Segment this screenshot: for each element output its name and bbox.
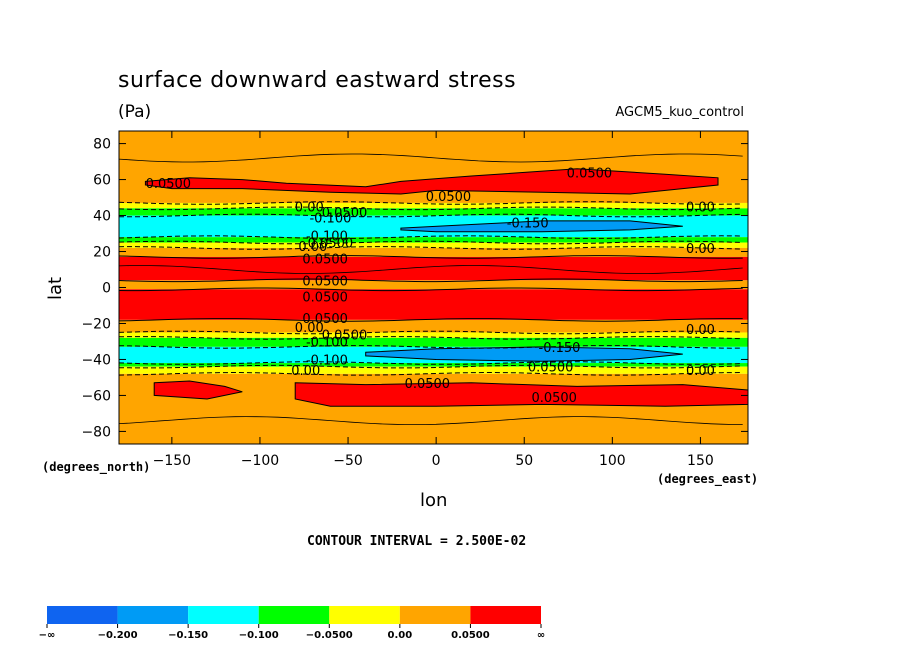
contour-label-2: 0.0500 [426,190,472,205]
contour-label-4: 0.0500 [322,206,368,221]
y-tick-label-7: −60 [81,388,111,404]
contour-label-6: 0.00 [686,201,715,216]
colorbar-label-3: −0.100 [239,630,279,641]
x-tick-label-5: 100 [599,453,626,469]
contour-line-extra-c [119,265,743,274]
colorbar-swatch-4 [329,606,400,624]
contour-label-14: 0.0500 [302,290,348,305]
contour-patch-2 [294,382,748,407]
contour-line-8 [119,278,743,283]
colorbar-swatch-2 [188,606,259,624]
contour-line-extra-b [119,416,743,426]
contour-line-10 [119,318,743,322]
colorbar-swatch-5 [399,606,471,624]
contour-label-5: -0.100 [309,211,351,226]
y-units-note: (degrees_north) [42,460,151,474]
contour-interval-label: CONTOUR INTERVAL = 2.500E-02 [307,534,527,549]
contour-patch-0 [144,168,719,195]
contour-label-8: -0.100 [306,229,348,244]
y-tick-label-6: −40 [81,352,111,368]
contour-label-10: 0.00 [298,240,327,255]
colorbar-swatch-0 [47,606,118,624]
contour-label-1: 0.0500 [567,166,613,181]
y-tick-label-5: −20 [81,316,111,332]
colorbar-label-5: 0.00 [388,630,413,641]
y-tick-label-8: −80 [81,424,111,440]
colorbar-label-6: 0.0500 [451,630,490,641]
contour-label-16: 0.00 [295,321,324,336]
colorbar-label-1: −0.200 [98,630,138,641]
contour-band-7 [119,256,748,281]
y-tick-label-3: 20 [93,245,111,261]
contour-label-19: 0.00 [686,323,715,338]
contour-label-21: -0.100 [306,353,348,368]
contour-band-5 [119,242,748,248]
contour-band-8 [119,280,748,290]
colorbar-label-2: −0.150 [168,630,208,641]
x-tick-label-1: −100 [241,453,279,469]
contour-band-6 [119,247,748,257]
contour-band-14 [119,363,748,367]
contour-patch-3 [400,220,683,233]
contour-line-7 [119,255,743,259]
contour-band-9 [119,289,748,320]
contour-label-18: -0.100 [306,335,348,350]
colorbar-label-0: −∞ [39,630,56,641]
x-tick-label-0: −150 [153,453,191,469]
colorbar-label-7: ∞ [537,630,545,641]
y-tick-label-4: 0 [102,281,111,297]
contour-line-9 [119,287,743,292]
contour-label-13: 0.0500 [302,274,348,289]
colorbar-label-4: −0.0500 [306,630,353,641]
colorbar-swatch-6 [470,606,541,624]
contour-label-15: 0.0500 [302,312,348,327]
contour-line-extra-a [119,153,743,163]
contour-label-3: 0.00 [295,201,324,216]
contour-label-0: 0.0500 [146,177,192,192]
contour-label-25: 0.0500 [405,377,451,392]
contour-label-22: 0.0500 [528,361,574,376]
contour-label-23: 0.00 [291,364,320,379]
contour-band-1 [119,202,748,209]
contour-label-20: -0.150 [539,341,581,356]
contour-band-12 [119,337,748,347]
x-units-note: (degrees_east) [657,472,759,486]
x-tick-label-4: 50 [515,453,533,469]
colorbar-swatch-1 [117,606,189,624]
contour-band-11 [119,332,748,338]
contour-band-4 [119,237,748,243]
units-label: (Pa) [118,102,152,122]
contour-label-12: 0.0500 [302,253,348,268]
x-tick-label-3: 0 [432,453,441,469]
x-axis-label: lon [420,490,448,511]
run-label: AGCM5_kuo_control [615,105,744,120]
contour-label-11: 0.00 [686,242,715,257]
x-tick-label-6: 150 [687,453,714,469]
x-tick-label-2: −50 [333,453,363,469]
contour-label-9: 0.0500 [308,237,354,252]
contour-band-15 [119,366,748,374]
contour-patch-1 [153,380,243,400]
chart-title: surface downward eastward stress [118,68,517,93]
contour-label-26: 0.0500 [531,391,577,406]
y-tick-label-0: 80 [93,137,111,153]
contour-label-24: 0.00 [686,364,715,379]
contour-band-2 [119,208,748,216]
contour-label-7: -0.150 [507,217,549,232]
colorbar-swatch-3 [258,606,330,624]
y-tick-label-1: 60 [93,173,111,189]
contour-band-10 [119,319,748,333]
contour-label-17: 0.0500 [322,328,368,343]
y-tick-label-2: 40 [93,209,111,225]
